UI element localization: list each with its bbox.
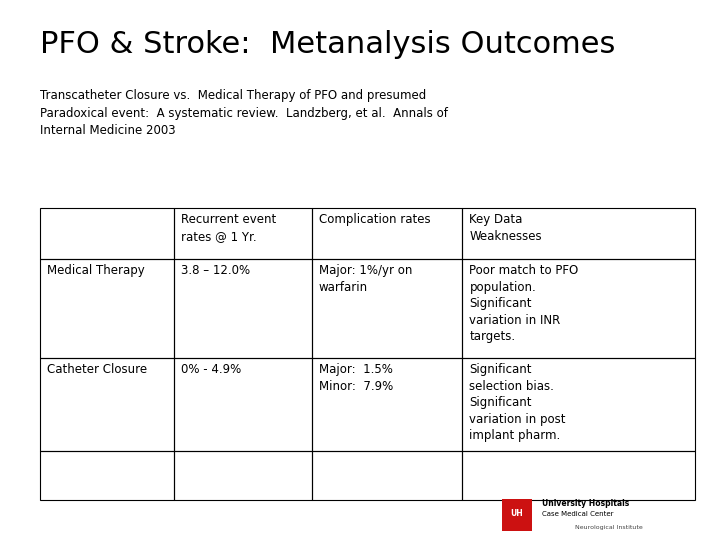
Text: 0% - 4.9%: 0% - 4.9% — [181, 363, 241, 376]
Text: Transcatheter Closure vs.  Medical Therapy of PFO and presumed
Paradoxical event: Transcatheter Closure vs. Medical Therap… — [40, 89, 447, 137]
Text: Medical Therapy: Medical Therapy — [47, 265, 145, 278]
Text: Catheter Closure: Catheter Closure — [47, 363, 147, 376]
Bar — [174, 208, 312, 259]
Text: UH: UH — [510, 509, 523, 518]
Text: Key Data
Weaknesses: Key Data Weaknesses — [469, 213, 542, 243]
Text: 3.8 – 12.0%: 3.8 – 12.0% — [181, 265, 251, 278]
Bar — [174, 259, 312, 358]
Bar — [462, 208, 695, 259]
Text: Significant
selection bias.
Significant
variation in post
implant pharm.: Significant selection bias. Significant … — [469, 363, 566, 442]
Text: Neurological Institute: Neurological Institute — [575, 525, 643, 530]
Bar — [40, 451, 174, 500]
Bar — [312, 451, 462, 500]
Text: Recurrent event
rates @ 1 Yr.: Recurrent event rates @ 1 Yr. — [181, 213, 276, 243]
Bar — [312, 208, 462, 259]
Bar — [312, 259, 462, 358]
Bar — [462, 358, 695, 451]
Text: PFO & Stroke:  Metanalysis Outcomes: PFO & Stroke: Metanalysis Outcomes — [40, 30, 615, 59]
Bar — [312, 358, 462, 451]
Text: Major:  1.5%
Minor:  7.9%: Major: 1.5% Minor: 7.9% — [319, 363, 393, 393]
Text: Complication rates: Complication rates — [319, 213, 431, 226]
Bar — [174, 358, 312, 451]
Bar — [174, 451, 312, 500]
Text: Case Medical Center: Case Medical Center — [542, 511, 613, 517]
Bar — [503, 499, 531, 531]
Bar — [462, 451, 695, 500]
Bar — [462, 259, 695, 358]
Bar — [40, 259, 174, 358]
Bar — [40, 208, 174, 259]
Text: Major: 1%/yr on
warfarin: Major: 1%/yr on warfarin — [319, 265, 412, 294]
Bar — [40, 358, 174, 451]
Text: Poor match to PFO
population.
Significant
variation in INR
targets.: Poor match to PFO population. Significan… — [469, 265, 579, 343]
Text: University Hospitals: University Hospitals — [542, 499, 629, 508]
